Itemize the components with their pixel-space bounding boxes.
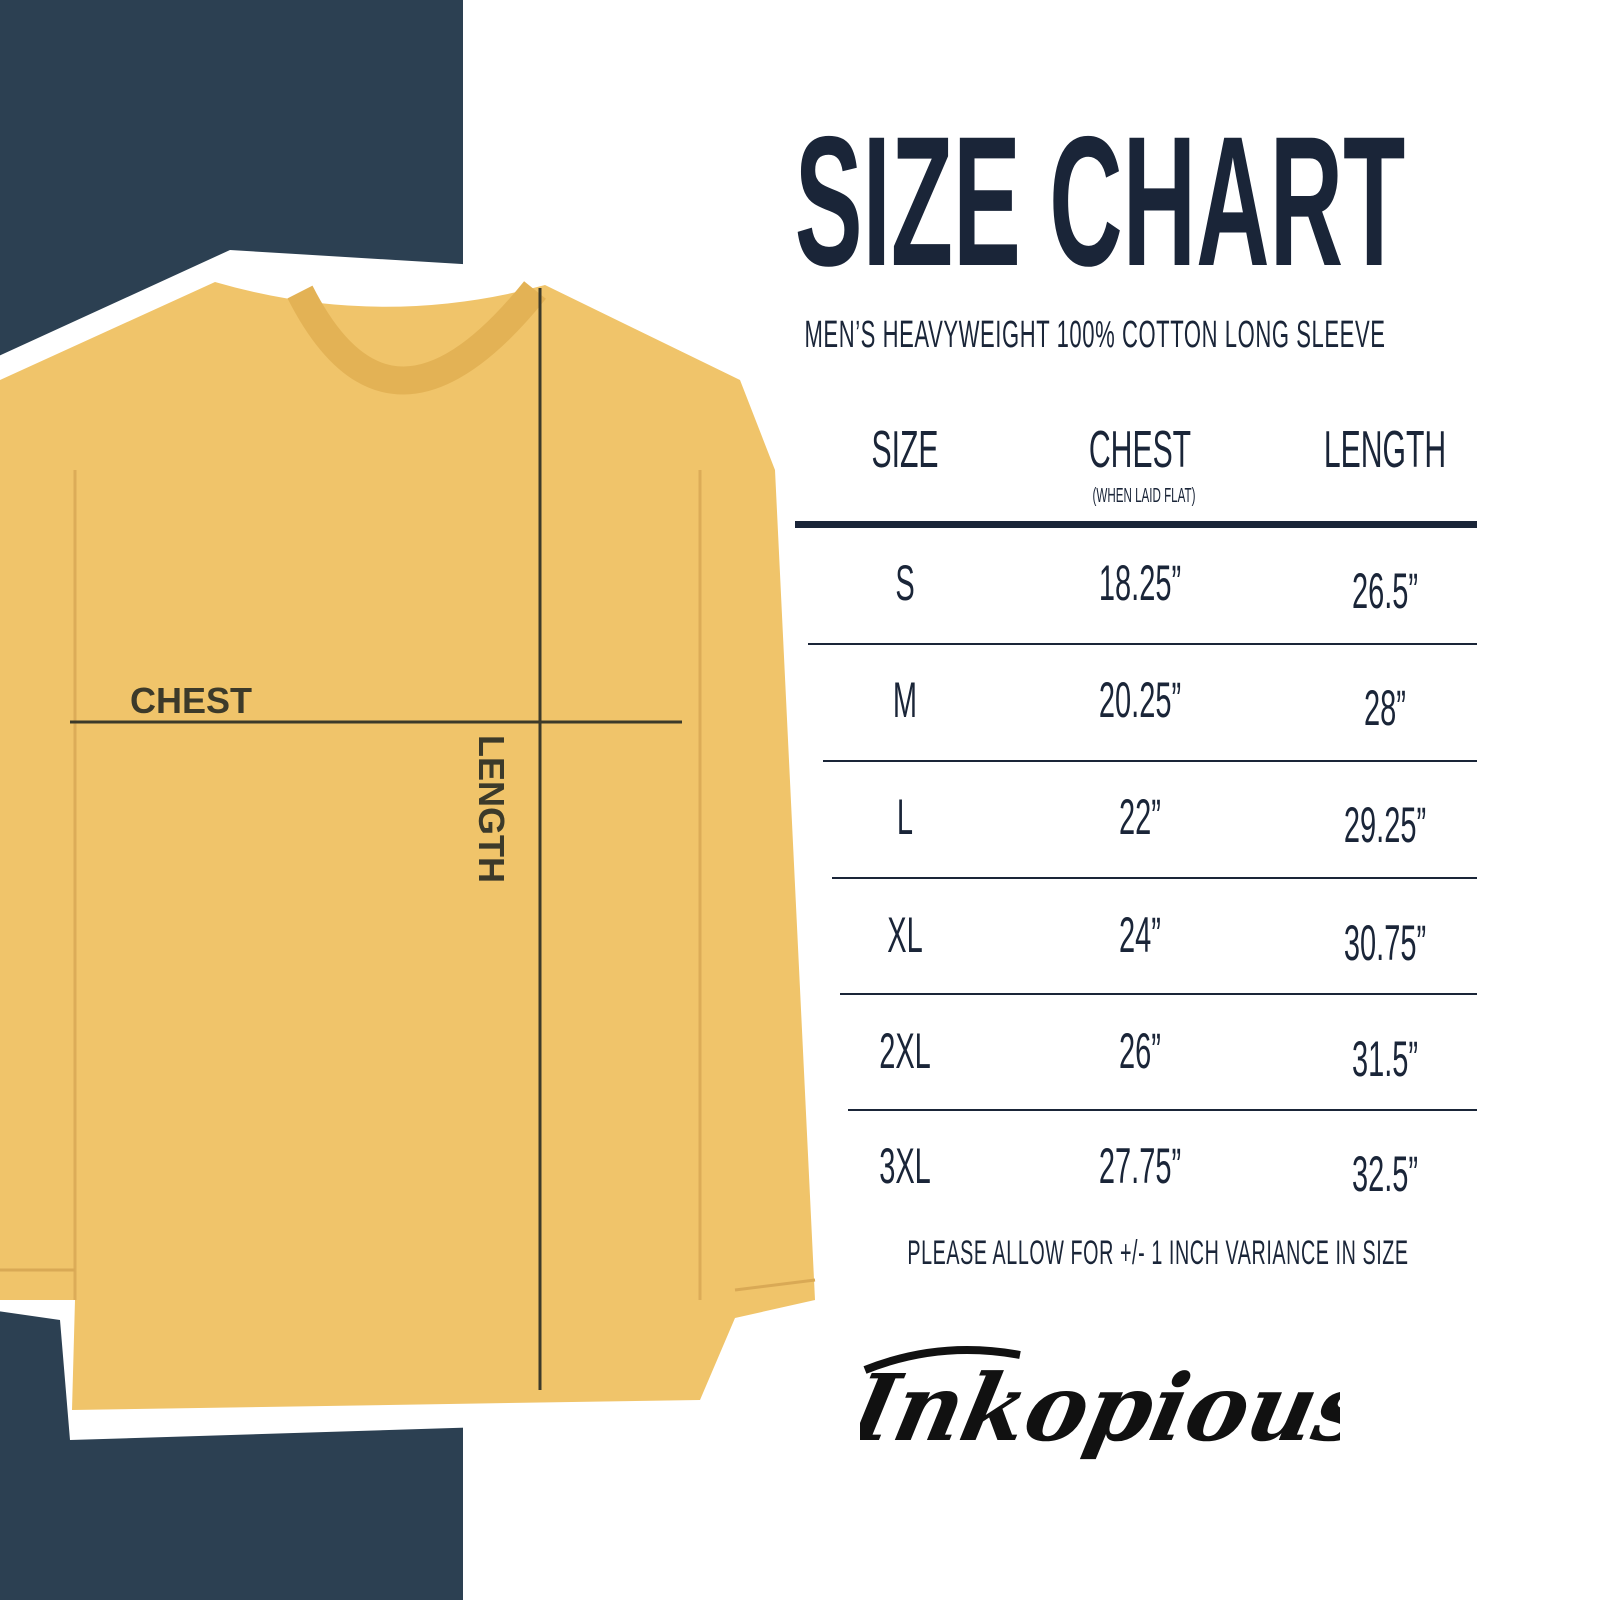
cell-length: 28”	[1364, 680, 1406, 736]
row-divider	[808, 643, 1477, 645]
variance-note: PLEASE ALLOW FOR +/- 1 INCH VARIANCE IN …	[907, 1234, 1409, 1272]
cell-length: 29.25”	[1343, 797, 1427, 853]
brand-logo: Inkopious	[860, 1346, 1340, 1462]
cell-chest: 27.75”	[1098, 1138, 1182, 1194]
length-label: LENGTH	[471, 735, 512, 883]
header-size: SIZE	[871, 421, 939, 479]
cell-chest: 26”	[1119, 1023, 1161, 1079]
cell-chest: 24”	[1119, 907, 1161, 963]
cell-size: M	[892, 672, 918, 728]
cell-chest: 22”	[1119, 789, 1161, 845]
shirt-image	[0, 281, 816, 1410]
cell-length: 30.75”	[1343, 915, 1427, 971]
cell-length: 32.5”	[1351, 1146, 1419, 1202]
header-chest-note: (WHEN LAID FLAT)	[1092, 485, 1196, 507]
cell-length: 31.5”	[1351, 1031, 1419, 1087]
row-divider	[840, 993, 1477, 995]
chest-label: CHEST	[130, 680, 253, 721]
brand-logo-text: Inkopious	[860, 1354, 1340, 1462]
subtitle: MEN’S HEAVYWEIGHT 100% COTTON LONG SLEEV…	[804, 314, 1386, 356]
cell-chest: 20.25”	[1098, 672, 1182, 728]
cell-size: 3XL	[879, 1138, 931, 1194]
header-length: LENGTH	[1323, 421, 1447, 479]
row-divider	[848, 1109, 1477, 1111]
page-title: SIZE CHART	[794, 99, 1406, 305]
cell-size: XL	[887, 907, 923, 963]
cell-size: L	[896, 789, 914, 845]
cell-size: S	[895, 555, 915, 611]
cell-length: 26.5”	[1351, 563, 1419, 619]
header-divider	[795, 521, 1477, 528]
header-chest: CHEST	[1088, 421, 1192, 479]
row-divider	[832, 877, 1477, 879]
cell-chest: 18.25”	[1098, 555, 1182, 611]
row-divider	[823, 760, 1477, 762]
cell-size: 2XL	[879, 1023, 931, 1079]
